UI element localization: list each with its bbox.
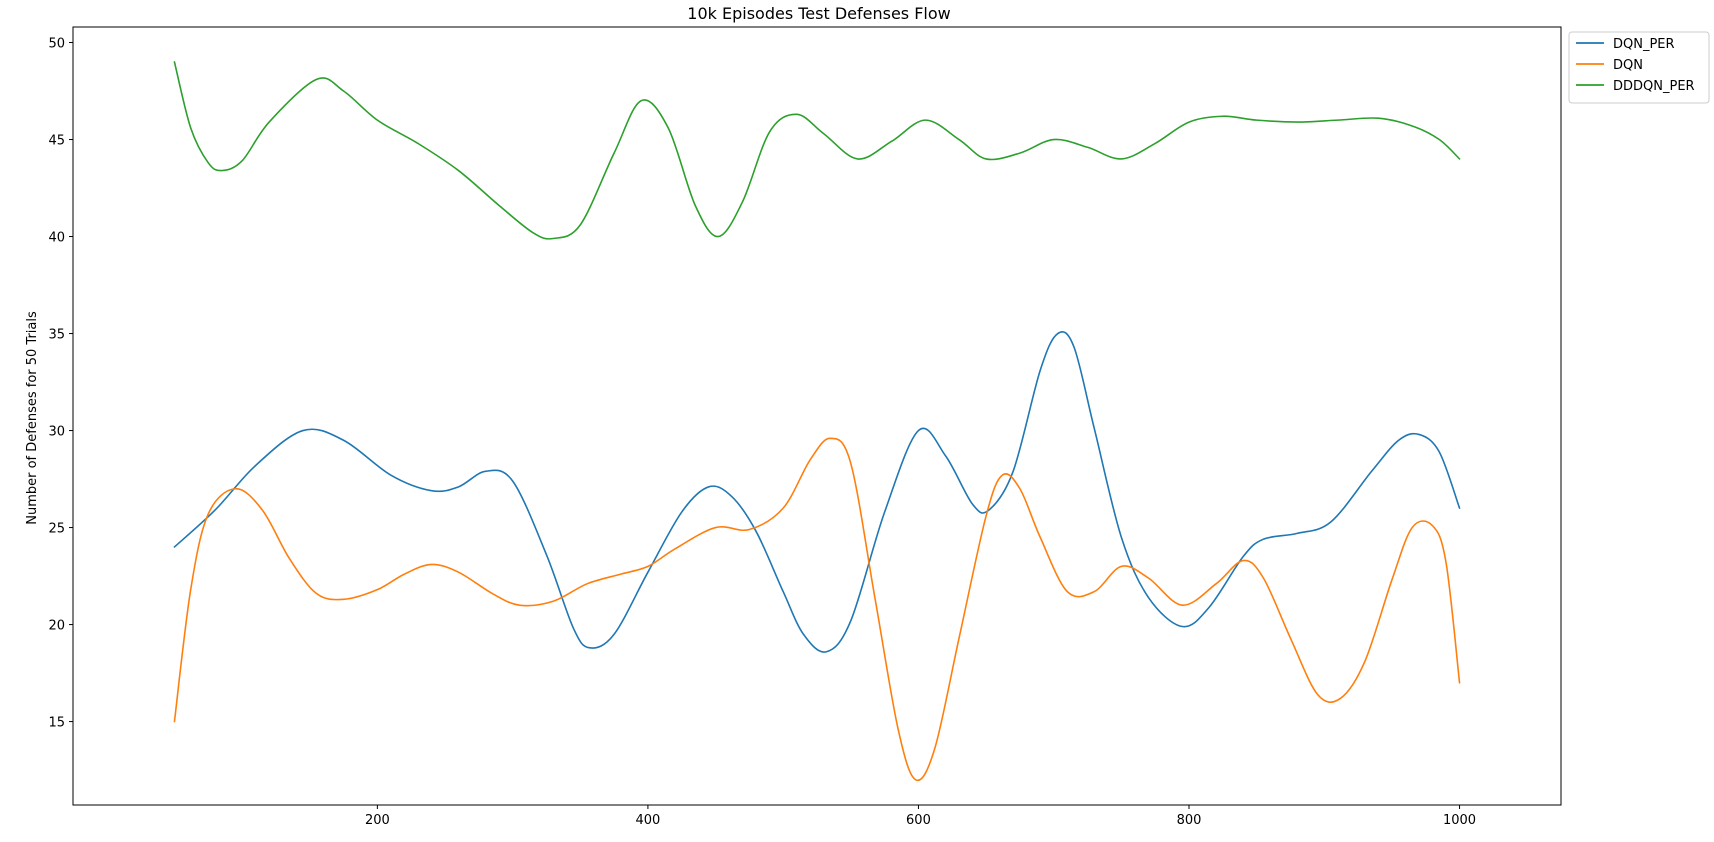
axes-frame <box>72 26 1562 806</box>
x-tick-label: 200 <box>365 813 390 828</box>
chart-title: 10k Episodes Test Defenses Flow <box>687 4 950 23</box>
x-tick-label: 800 <box>1177 813 1202 828</box>
x-tick-label: 1000 <box>1443 813 1476 828</box>
y-tick-label: 50 <box>48 37 65 52</box>
y-tick-label: 45 <box>48 134 65 149</box>
legend: DQN_PER DQN DDDQN_PER <box>1568 31 1710 104</box>
y-tick-label: 15 <box>48 716 65 731</box>
plot-area <box>173 61 1461 782</box>
series-line-dqn <box>173 437 1461 782</box>
x-tick-label: 400 <box>635 813 660 828</box>
y-tick-label: 40 <box>48 231 65 246</box>
axes: 200 400 600 800 1000 15 20 25 30 35 40 45 50 <box>48 26 1562 828</box>
legend-label: DDDQN_PER <box>1613 79 1695 94</box>
y-tick-label: 30 <box>48 425 65 440</box>
y-axis-label: Number of Defenses for 50 Trials <box>25 311 40 525</box>
y-tick-label: 25 <box>48 522 65 537</box>
x-tick-label: 600 <box>906 813 931 828</box>
legend-label: DQN_PER <box>1613 37 1675 52</box>
series-line-dqn-per <box>173 331 1461 653</box>
y-tick-label: 35 <box>48 328 65 343</box>
series-line-dddqn-per <box>173 61 1461 240</box>
y-tick-label: 20 <box>48 619 65 634</box>
legend-label: DQN <box>1613 58 1643 73</box>
